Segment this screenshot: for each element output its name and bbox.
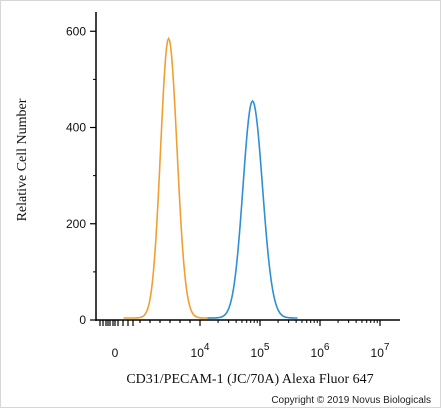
y-tick-label: 200 [66, 217, 86, 231]
x-tick-exponent: 5 [264, 342, 270, 353]
series-1-curve [123, 36, 214, 319]
copyright-notice: Copyright © 2019 Novus Biologicals [271, 395, 431, 406]
x-tick-base: 10 [251, 346, 265, 360]
series-layer [123, 36, 298, 319]
x-axis-label: CD31/PECAM-1 (JC/70A) Alexa Fluor 647 [126, 372, 374, 387]
series-2-curve [207, 99, 298, 319]
x-tick-label: 0 [112, 346, 119, 360]
y-tick-label: 400 [66, 121, 86, 135]
x-tick-base: 0 [112, 346, 119, 360]
y-axis-label: Relative Cell Number [15, 98, 30, 222]
x-tick-label: 106 [311, 342, 330, 360]
x-tick-label: 105 [251, 342, 270, 360]
x-tick-base: 10 [371, 346, 385, 360]
axes [95, 12, 400, 321]
x-tick-exponent: 7 [384, 342, 390, 353]
x-tick-exponent: 6 [324, 342, 330, 353]
x-tick-exponent: 4 [204, 342, 210, 353]
x-tick-label: 107 [371, 342, 390, 360]
y-tick-label: 600 [66, 24, 86, 38]
x-tick-base: 10 [311, 346, 325, 360]
y-tick-label: 0 [79, 313, 86, 327]
x-tick-label: 104 [191, 342, 210, 360]
x-tick-base: 10 [191, 346, 205, 360]
